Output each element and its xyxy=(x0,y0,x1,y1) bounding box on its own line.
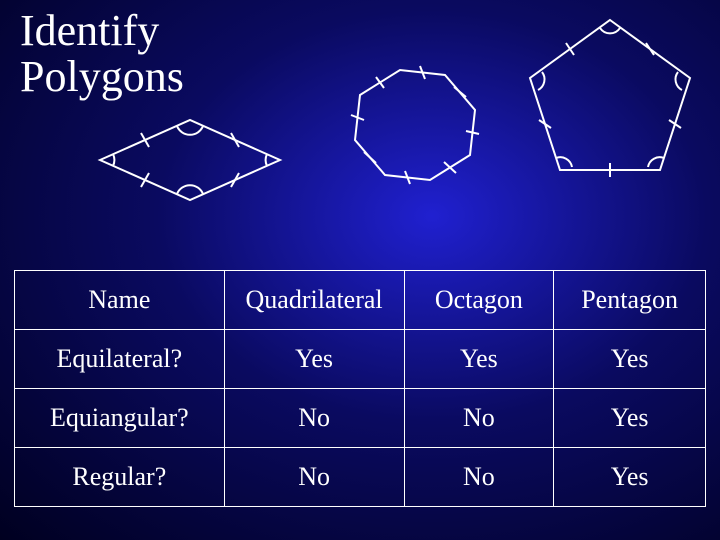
cell: No xyxy=(404,448,554,507)
octagon-shape xyxy=(330,40,500,220)
polygon-table: Name Quadrilateral Octagon Pentagon Equi… xyxy=(14,270,706,507)
header-quadrilateral: Quadrilateral xyxy=(224,271,404,330)
header-pentagon: Pentagon xyxy=(554,271,706,330)
cell: No xyxy=(224,448,404,507)
row-equiangular: Equiangular? xyxy=(15,389,225,448)
cell: Yes xyxy=(554,389,706,448)
shapes-row xyxy=(0,70,720,250)
cell: Yes xyxy=(224,330,404,389)
cell: Yes xyxy=(404,330,554,389)
title-line-1: Identify xyxy=(20,8,184,54)
table-row: Equiangular? No No Yes xyxy=(15,389,706,448)
table-row: Equilateral? Yes Yes Yes xyxy=(15,330,706,389)
cell: No xyxy=(404,389,554,448)
table-row: Regular? No No Yes xyxy=(15,448,706,507)
quadrilateral-shape xyxy=(80,100,300,220)
cell: Yes xyxy=(554,330,706,389)
cell: No xyxy=(224,389,404,448)
row-regular: Regular? xyxy=(15,448,225,507)
pentagon-shape xyxy=(520,10,700,185)
header-octagon: Octagon xyxy=(404,271,554,330)
table-row: Name Quadrilateral Octagon Pentagon xyxy=(15,271,706,330)
row-equilateral: Equilateral? xyxy=(15,330,225,389)
cell: Yes xyxy=(554,448,706,507)
header-name: Name xyxy=(15,271,225,330)
